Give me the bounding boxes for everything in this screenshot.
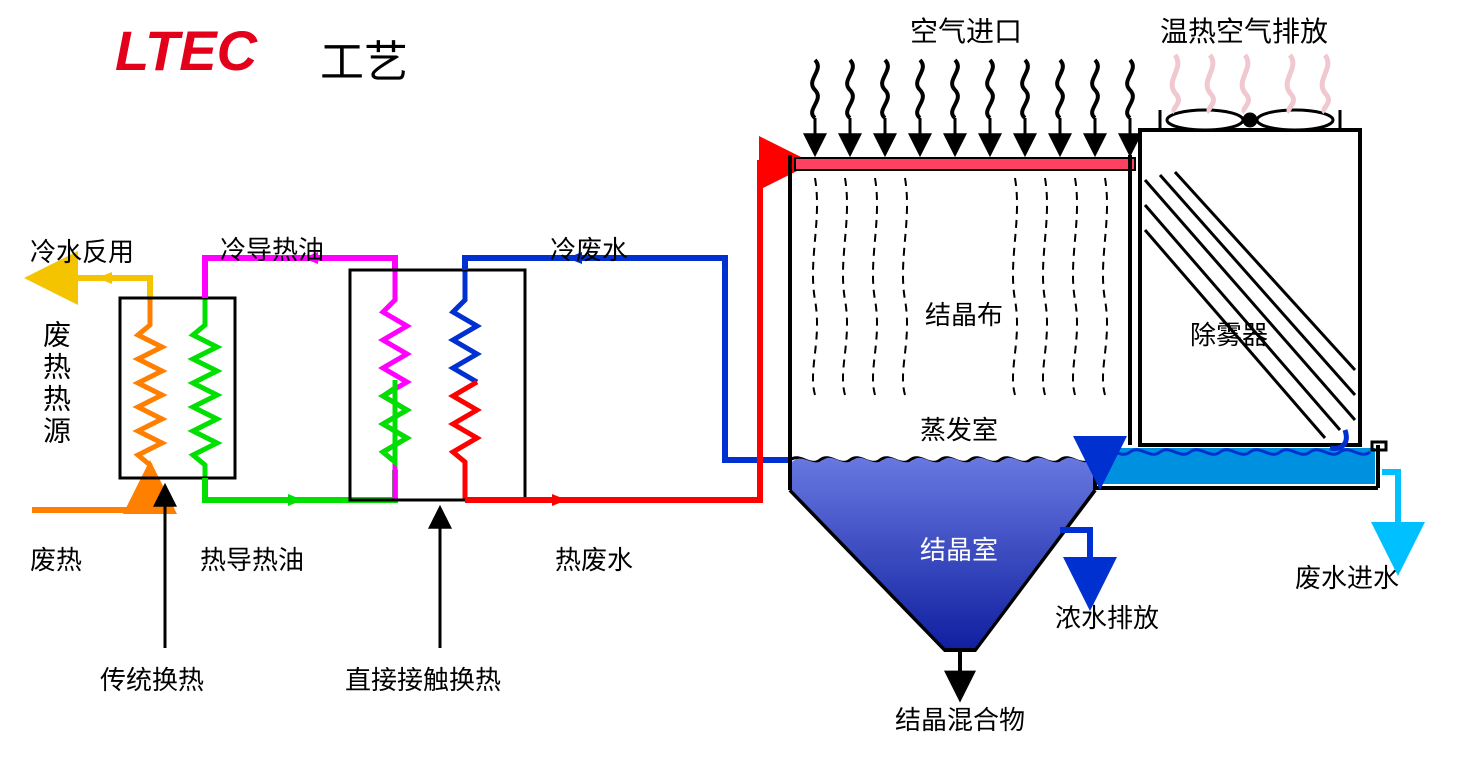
lbl-crystal-cloth: 结晶布 [925, 295, 1003, 332]
logo-suffix: 工艺 [320, 26, 408, 90]
warm-air-squiggles [1172, 55, 1328, 112]
demister [1140, 130, 1360, 445]
lbl-demister: 除雾器 [1190, 315, 1268, 352]
pipe-wastewater-in [1382, 472, 1398, 558]
crystal-cloth-lines [813, 178, 1107, 395]
lbl-crystal-mixture: 结晶混合物 [895, 700, 1025, 737]
lbl-wastewater-inlet: 废水进水 [1295, 558, 1399, 595]
fan [1160, 110, 1340, 130]
lbl-evap-chamber: 蒸发室 [920, 410, 998, 447]
hx2-box [350, 270, 525, 500]
coil-right-hx2-red [453, 382, 477, 500]
pipe-cold-wastewater [465, 258, 790, 460]
pipe-concentrate [1060, 530, 1090, 593]
lbl-traditional-hx: 传统换热 [100, 660, 204, 697]
lbl-waste-heat-source: 废热热源 [35, 320, 75, 448]
lbl-hot-wastewater: 热废水 [555, 540, 633, 577]
lbl-cold-water-reuse: 冷水反用 [30, 232, 134, 269]
lbl-crystal-chamber: 结晶室 [920, 530, 998, 567]
coil-right-hx2-blue [453, 270, 477, 382]
lbl-direct-hx: 直接接触换热 [345, 660, 501, 697]
coil-right-hx1 [193, 298, 217, 478]
pipe-cold-water-reuse [42, 278, 150, 298]
lbl-cold-wastewater: 冷废水 [550, 230, 628, 267]
lbl-air-inlet: 空气进口 [910, 10, 1022, 50]
air-inlet-arrows [812, 60, 1133, 118]
lbl-warm-air: 温热空气排放 [1160, 10, 1328, 50]
coil-orange [138, 298, 162, 478]
lbl-conc-discharge: 浓水排放 [1055, 598, 1159, 635]
pipe-hot-wastewater [465, 163, 795, 500]
lbl-waste-heat: 废热 [30, 540, 82, 577]
lbl-cold-hot-oil: 冷导热油 [220, 230, 324, 267]
lbl-hot-hot-oil: 热导热油 [200, 540, 304, 577]
air-inlet-arrowheads [815, 118, 1130, 150]
hx1-box [120, 298, 235, 478]
pipe-waste-heat-in [32, 478, 150, 510]
logo-brand: LTEC [115, 18, 257, 83]
heater-bar [795, 158, 1135, 170]
